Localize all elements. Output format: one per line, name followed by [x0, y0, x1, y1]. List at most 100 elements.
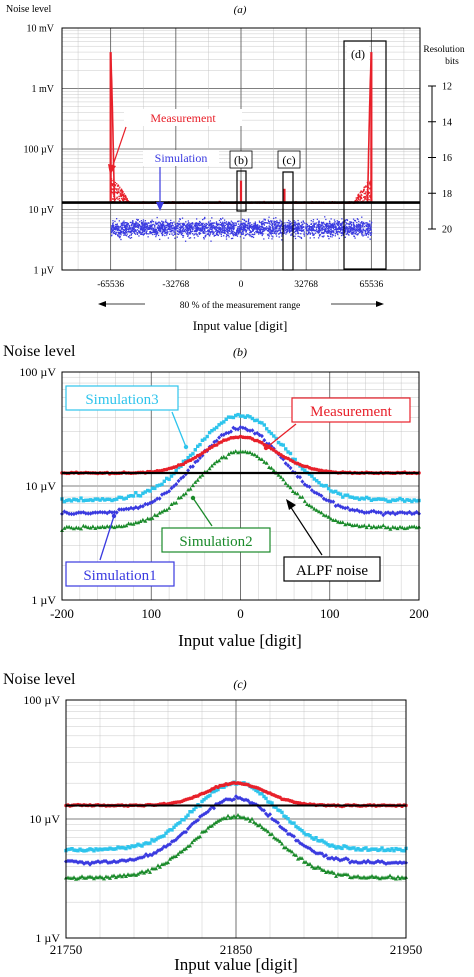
simulation-point	[317, 226, 319, 228]
simulation-point	[202, 228, 204, 230]
series-point	[281, 477, 286, 482]
simulation-point	[234, 222, 236, 224]
simulation-point	[264, 219, 266, 221]
simulation-point	[286, 228, 288, 231]
series-point	[105, 497, 109, 501]
simulation-point	[254, 221, 257, 223]
measurement-point	[122, 190, 124, 193]
simulation-point	[297, 230, 299, 232]
simulation-point	[220, 218, 222, 221]
simulation-point	[317, 225, 319, 227]
simulation-point	[263, 218, 265, 220]
label-bg	[143, 150, 219, 166]
simulation-point	[160, 226, 162, 228]
series-point	[167, 506, 172, 510]
simulation-point	[345, 229, 347, 231]
simulation-point	[270, 231, 272, 233]
simulation-point	[358, 228, 361, 231]
series-point	[350, 495, 355, 499]
measurement-point	[121, 199, 124, 201]
simulation-point	[207, 233, 210, 235]
simulation-point	[139, 227, 142, 229]
simulation-point	[185, 225, 187, 227]
measurement-point	[122, 195, 125, 198]
simulation-point	[259, 229, 262, 232]
simulation-point	[189, 233, 192, 235]
series-point	[376, 524, 381, 529]
simulation-point	[182, 228, 185, 230]
simulation-point	[186, 230, 188, 233]
simulation-point	[303, 235, 306, 237]
simulation-point	[280, 225, 282, 227]
series-point	[388, 499, 393, 504]
simulation-point	[186, 223, 189, 225]
simulation-point	[321, 222, 324, 224]
simulation-point	[362, 235, 364, 237]
simulation-point	[142, 226, 144, 228]
simulation-point	[245, 233, 248, 236]
simulation-point	[240, 233, 243, 236]
simulation-point	[310, 225, 312, 228]
simulation-point	[210, 223, 212, 225]
simulation-point	[327, 226, 329, 228]
simulation-point	[349, 231, 351, 233]
simulation-point	[145, 226, 147, 229]
simulation-point	[290, 234, 292, 236]
simulation-point	[272, 227, 274, 229]
simulation-point	[143, 223, 145, 225]
simulation-point	[352, 221, 355, 224]
simulation-point	[274, 221, 276, 223]
simulation-point	[227, 224, 230, 226]
simulation-point	[135, 222, 137, 224]
simulation-point	[271, 231, 273, 233]
simulation-point	[139, 231, 141, 233]
simulation-point	[296, 231, 299, 233]
series-point	[236, 450, 241, 455]
simulation-point	[338, 228, 340, 230]
simulation-point	[238, 230, 241, 232]
simulation-point	[167, 226, 170, 228]
simulation-point	[235, 233, 237, 236]
simulation-point	[299, 225, 301, 227]
simulation-point	[217, 230, 219, 232]
simulation-point	[324, 229, 326, 231]
simulation-point	[168, 228, 170, 230]
simulation-point	[212, 231, 214, 233]
simulation-point	[227, 229, 230, 232]
simulation-point	[341, 223, 343, 225]
simulation-point	[174, 237, 176, 239]
simulation-point	[269, 220, 272, 222]
simulation-point	[293, 225, 295, 227]
simulation-point	[170, 225, 173, 227]
simulation-point	[281, 233, 283, 235]
simulation-point	[239, 228, 241, 231]
simulation-point	[169, 225, 171, 227]
simulation-point	[274, 225, 276, 227]
simulation-point	[319, 227, 321, 229]
measurement-point	[124, 194, 127, 197]
simulation-point	[251, 227, 253, 229]
simulation-point	[297, 232, 300, 235]
simulation-point	[266, 227, 268, 229]
measurement-point	[122, 198, 124, 200]
simulation-point	[215, 228, 218, 230]
simulation-point	[324, 216, 326, 218]
simulation-point	[180, 232, 182, 234]
simulation-point	[349, 230, 352, 233]
simulation-point	[313, 234, 315, 236]
simulation-point	[205, 223, 207, 225]
series-point	[288, 451, 293, 456]
simulation-point	[194, 227, 196, 229]
series-point	[160, 509, 164, 514]
simulation-point	[221, 222, 223, 225]
simulation-point	[140, 223, 143, 225]
simulation-point	[114, 226, 117, 228]
series-point	[100, 497, 105, 501]
simulation-point	[202, 225, 204, 227]
simulation-point	[176, 225, 178, 228]
label-bg	[347, 44, 369, 61]
simulation-point	[261, 234, 263, 237]
simulation-point	[191, 226, 193, 228]
simulation-point	[193, 224, 196, 227]
simulation-point	[149, 231, 151, 233]
